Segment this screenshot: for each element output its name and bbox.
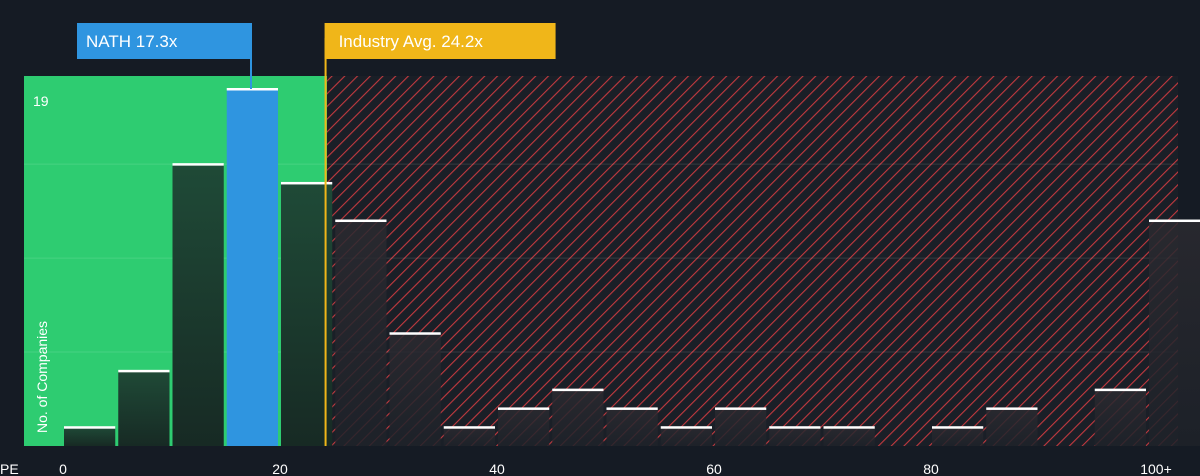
- bar-top-line: [118, 369, 170, 373]
- industry-callout-box: [324, 23, 556, 59]
- bar: [335, 220, 387, 446]
- x-tick-label: 60: [706, 461, 722, 476]
- bar-top-line: [769, 426, 821, 429]
- bar: [498, 408, 550, 446]
- bar: [172, 164, 224, 446]
- bar: [281, 182, 333, 446]
- overvalued-zone: [327, 76, 1178, 446]
- bar: [823, 427, 875, 446]
- bar: [769, 427, 821, 446]
- bars: [64, 88, 1200, 446]
- company-callout: NATH 17.3x: [77, 23, 252, 59]
- bar-top-line: [443, 426, 495, 429]
- bar: [715, 408, 767, 446]
- bar-company: [226, 89, 278, 446]
- bar-top-line: [281, 181, 333, 185]
- x-tick-label: 40: [489, 461, 505, 476]
- bar-top-line: [932, 426, 984, 429]
- bar: [389, 333, 441, 446]
- bar-top-line: [552, 388, 604, 392]
- bar: [552, 389, 604, 446]
- bar-top-line: [823, 426, 875, 429]
- bar-top-line: [172, 163, 224, 166]
- bar: [606, 408, 658, 446]
- x-tick-label: 20: [272, 461, 288, 476]
- industry-callout-label: Industry Avg. 24.2x: [339, 32, 484, 51]
- company-callout-label: NATH 17.3x: [86, 32, 178, 51]
- x-tick-label: 0: [59, 461, 67, 476]
- x-tick-label: 80: [923, 461, 939, 476]
- x-axis-title: PE: [0, 461, 19, 476]
- bar: [1094, 389, 1146, 446]
- bar-top-line: [226, 88, 278, 91]
- y-max-label: 19: [33, 93, 49, 109]
- y-axis-title: No. of Companies: [34, 321, 50, 433]
- bar-top-line: [64, 426, 116, 429]
- bar: [1149, 220, 1200, 446]
- bar: [986, 408, 1038, 446]
- bar: [443, 427, 495, 446]
- bar-top-line: [335, 219, 387, 223]
- industry-average-line: [324, 38, 327, 446]
- bar: [64, 427, 116, 446]
- bar-top-line: [389, 332, 441, 335]
- company-pointer-line: [250, 58, 252, 89]
- bar-top-line: [606, 407, 658, 410]
- x-tick-labels: 0 20 40 60 80 100+: [59, 461, 1172, 476]
- bar-top-line: [660, 426, 712, 429]
- x-tick-label: 100+: [1140, 461, 1172, 476]
- company-callout-box: [77, 23, 252, 59]
- industry-callout: Industry Avg. 24.2x: [324, 23, 556, 59]
- bar-top-line: [1094, 388, 1146, 392]
- bar: [932, 427, 984, 446]
- bar-top-line: [986, 407, 1038, 410]
- bar: [660, 427, 712, 446]
- bar-top-line: [498, 407, 550, 410]
- bar: [118, 370, 170, 446]
- bar-top-line: [715, 407, 767, 410]
- bar-top-line: [1149, 219, 1200, 223]
